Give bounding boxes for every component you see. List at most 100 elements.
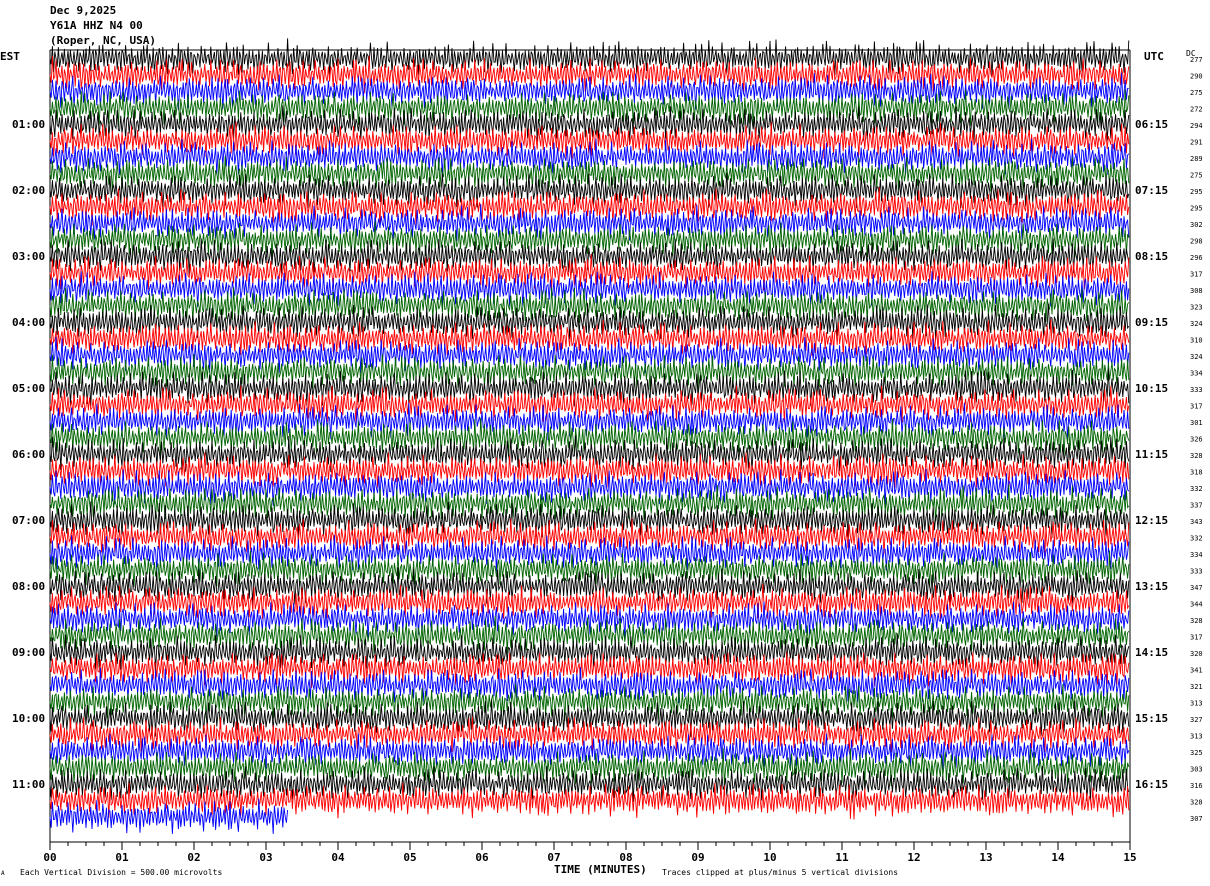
corner-mark: A	[1, 870, 5, 877]
clip-note: Traces clipped at plus/minus 5 vertical …	[662, 868, 899, 877]
x-tick-label: 03	[259, 851, 272, 864]
dc-offset-label: 341	[1190, 667, 1203, 675]
right-hour-label: 13:15	[1135, 580, 1168, 593]
dc-offset-label: 334	[1190, 551, 1203, 559]
trace-line	[49, 550, 1130, 588]
dc-offset-label: 313	[1190, 733, 1203, 741]
trace-line	[49, 748, 1130, 787]
trace-line	[49, 535, 1130, 572]
left-hour-label: 04:00	[12, 316, 45, 329]
x-tick-label: 08	[619, 851, 632, 864]
station-label: Y61A HHZ N4 00	[50, 19, 143, 32]
dc-offset-label: 326	[1190, 436, 1203, 444]
trace-line	[49, 667, 1130, 704]
dc-offset-label: 296	[1190, 254, 1203, 262]
dc-offset-label: 308	[1190, 287, 1203, 295]
trace-line	[49, 501, 1130, 539]
dc-offset-label: 334	[1190, 370, 1203, 378]
dc-offset-label: 337	[1190, 502, 1203, 510]
right-hour-label: 07:15	[1135, 184, 1168, 197]
dc-offset-label: 327	[1190, 716, 1203, 724]
dc-offset-label: 291	[1190, 139, 1203, 147]
left-hour-label: 01:00	[12, 118, 45, 131]
trace-line	[49, 633, 1130, 671]
right-hour-label: 10:15	[1135, 382, 1168, 395]
right-hour-label: 14:15	[1135, 646, 1168, 659]
left-hour-label: 02:00	[12, 184, 45, 197]
trace-line	[49, 765, 1130, 803]
left-hour-label: 05:00	[12, 382, 45, 395]
trace-line	[49, 468, 1130, 506]
dc-offset-label: 323	[1190, 304, 1203, 312]
location-label: (Roper, NC, USA)	[50, 34, 156, 47]
trace-line	[49, 336, 1130, 374]
right-hour-label: 11:15	[1135, 448, 1168, 461]
dc-offset-label: 332	[1190, 535, 1203, 543]
x-tick-label: 07	[547, 851, 560, 864]
x-tick-label: 13	[979, 851, 992, 864]
trace-line	[49, 518, 1130, 557]
dc-offset-label: 325	[1190, 749, 1203, 757]
dc-offset-label: 343	[1190, 518, 1203, 526]
dc-offset-label: 328	[1190, 617, 1203, 625]
x-axis-title: TIME (MINUTES)	[554, 863, 647, 876]
dc-offset-label: 333	[1190, 568, 1203, 576]
dc-offset-label: 317	[1190, 271, 1203, 279]
left-hour-label: 07:00	[12, 514, 45, 527]
dc-offset-label: 313	[1190, 700, 1203, 708]
x-tick-label: 12	[907, 851, 920, 864]
dc-offset-label: 275	[1190, 172, 1203, 180]
trace-line	[49, 121, 1130, 159]
right-hour-label: 09:15	[1135, 316, 1168, 329]
dc-offset-label: 320	[1190, 650, 1203, 658]
trace-line	[49, 55, 1130, 94]
dc-offset-label: 324	[1190, 353, 1203, 361]
right-hour-label: 15:15	[1135, 712, 1168, 725]
dc-column-label: DC	[1186, 49, 1196, 58]
left-hour-label: 06:00	[12, 448, 45, 461]
dc-offset-label: 302	[1190, 221, 1203, 229]
trace-line	[49, 72, 1129, 110]
trace-line	[49, 38, 1130, 77]
left-timezone-label: EST	[0, 50, 20, 63]
dc-offset-label: 328	[1190, 799, 1203, 807]
trace-line	[49, 254, 1130, 291]
trace-line	[49, 287, 1130, 324]
right-hour-label: 06:15	[1135, 118, 1168, 131]
dc-offset-label: 317	[1190, 403, 1203, 411]
x-tick-label: 09	[691, 851, 704, 864]
left-hour-label: 10:00	[12, 712, 45, 725]
trace-line	[49, 651, 1130, 688]
dc-offset-label: 294	[1190, 122, 1203, 130]
dc-offset-label: 289	[1190, 155, 1203, 163]
dc-offset-label: 316	[1190, 782, 1203, 790]
trace-line	[49, 601, 1130, 638]
trace-line	[49, 683, 1130, 722]
scale-note: Each Vertical Division = 500.00 microvol…	[20, 868, 223, 877]
trace-line	[49, 716, 1130, 755]
x-tick-label: 01	[115, 851, 129, 864]
trace-line	[49, 186, 1130, 226]
dc-offset-label: 328	[1190, 452, 1203, 460]
x-tick-label: 15	[1123, 851, 1136, 864]
dc-offset-label: 347	[1190, 584, 1203, 592]
trace-line	[49, 435, 1130, 473]
trace-line	[49, 385, 1130, 423]
trace-line	[49, 733, 1130, 770]
left-hour-label: 11:00	[12, 778, 45, 791]
left-hour-label: 03:00	[12, 250, 45, 263]
trace-line	[49, 699, 1130, 737]
date-label: Dec 9,2025	[50, 4, 117, 17]
dc-offset-label: 301	[1190, 419, 1203, 427]
dc-offset-label: 317	[1190, 634, 1203, 642]
trace-line	[49, 89, 1130, 127]
trace-line	[49, 798, 289, 834]
trace-line	[49, 417, 1130, 457]
right-hour-label: 08:15	[1135, 250, 1168, 263]
trace-line	[49, 782, 1130, 820]
dc-offset-label: 318	[1190, 469, 1203, 477]
dc-offset-label: 321	[1190, 683, 1203, 691]
left-hour-label: 09:00	[12, 646, 45, 659]
trace-line	[49, 402, 1130, 441]
